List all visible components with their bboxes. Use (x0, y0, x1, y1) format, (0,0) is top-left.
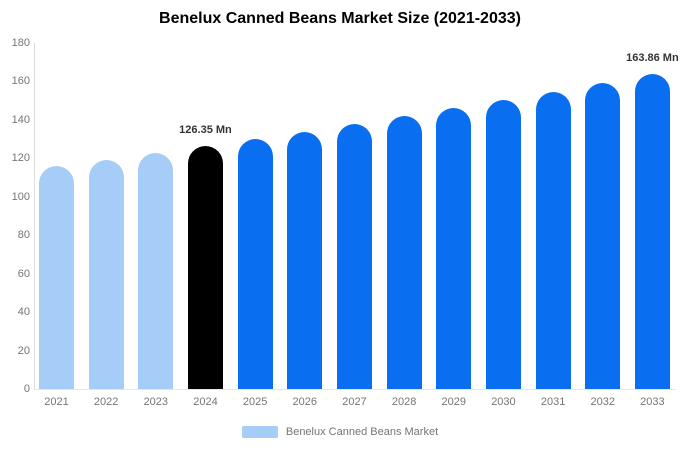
x-tick-label-2030: 2030 (491, 396, 516, 408)
x-tick-label-2029: 2029 (441, 396, 466, 408)
bar-2028 (386, 116, 422, 389)
y-tick-label-100: 100 (11, 190, 30, 203)
bar-2021 (39, 166, 74, 389)
y-tick-label-80: 80 (17, 229, 30, 242)
bar-2029 (436, 108, 472, 389)
x-tick-label-2027: 2027 (342, 396, 367, 408)
y-tick-label-20: 20 (17, 344, 30, 357)
x-tick-label-2028: 2028 (391, 396, 417, 408)
data-label-2033: 163.86 Mn (626, 52, 679, 65)
legend: Benelux Canned Beans Market (0, 426, 680, 438)
x-tick-label-2023: 2023 (143, 396, 169, 408)
bar-2030 (485, 100, 521, 389)
x-tick-label-2025: 2025 (242, 396, 268, 408)
y-tick-label-120: 120 (11, 152, 30, 165)
y-axis-line (34, 43, 35, 389)
bar-2026 (287, 131, 323, 389)
bar-2027 (336, 124, 372, 389)
x-axis-baseline (34, 389, 676, 390)
y-tick-label-60: 60 (17, 267, 30, 280)
x-tick-label-2033: 2033 (640, 396, 665, 408)
bar-2032 (585, 83, 621, 389)
x-tick-label-2022: 2022 (93, 396, 119, 408)
x-tick-label-2032: 2032 (590, 396, 615, 408)
y-tick-label-160: 160 (11, 75, 30, 88)
legend-swatch (241, 426, 278, 438)
x-tick-label-2026: 2026 (292, 396, 318, 408)
x-tick-label-2031: 2031 (540, 396, 566, 408)
bar-2023 (138, 153, 174, 389)
bar-2031 (535, 91, 571, 389)
y-tick-label-140: 140 (11, 113, 30, 126)
bar-2022 (88, 159, 124, 389)
legend-label: Benelux Canned Beans Market (285, 426, 439, 438)
chart-title: Benelux Canned Beans Market Size (2021-2… (159, 10, 521, 27)
x-tick-label-2021: 2021 (44, 396, 69, 408)
data-label-2024: 126.35 Mn (179, 124, 232, 137)
bar-2033 (634, 74, 670, 389)
y-tick-label-40: 40 (17, 306, 30, 319)
y-tick-label-180: 180 (11, 37, 30, 49)
bar-2024 (187, 146, 223, 389)
x-tick-label-2024: 2024 (193, 396, 218, 408)
y-tick-label-0: 0 (23, 383, 30, 395)
bar-2025 (237, 139, 273, 389)
